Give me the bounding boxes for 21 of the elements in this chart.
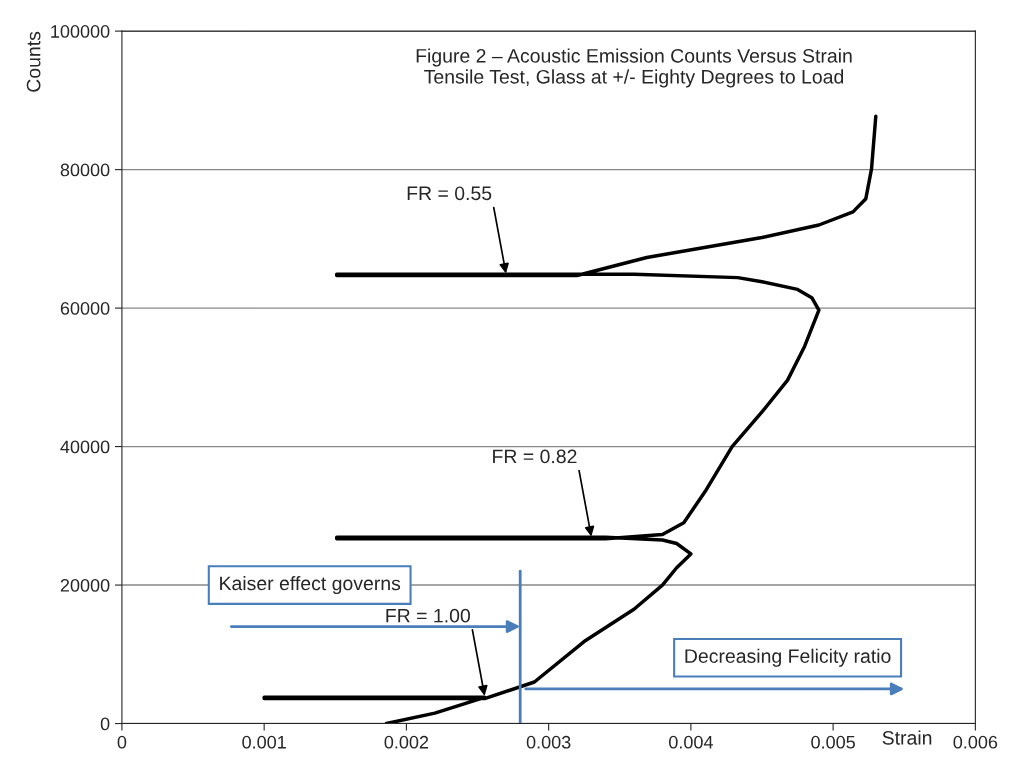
annotation: FR = 1.00 <box>386 608 470 623</box>
x-tick-label: 0.003 <box>526 735 571 749</box>
annotation: Decreasing Felicity ratio <box>685 648 891 667</box>
annotation: FR = 0.82 <box>493 449 577 464</box>
y-tick-label: 40000 <box>60 440 110 454</box>
annotation: FR = 0.55 <box>407 186 492 201</box>
x-tick-label: 0 <box>117 735 127 749</box>
x-tick-label: 0.001 <box>242 735 286 749</box>
y-tick-label: 100000 <box>51 25 110 38</box>
y-axis-title: Counts <box>26 31 41 92</box>
x-tick-label: 0.002 <box>384 735 429 749</box>
x-tick-label: 0.004 <box>669 735 713 749</box>
y-tick-label: 20000 <box>60 578 110 592</box>
text: Figure 2 – Acoustic Emission Counts Versus Strain Tensile Test, Glass at +/- Eighty Degrees to Load <box>416 48 852 88</box>
x-tick-label: 0.005 <box>811 735 855 749</box>
y-tick-label: 60000 <box>60 302 110 315</box>
x-tick-label: 0.006 <box>953 735 998 749</box>
y-tick-label: 80000 <box>60 163 110 177</box>
y-tick-label: 0 <box>100 717 110 731</box>
annotation: Kaiser effect governs <box>220 575 401 595</box>
x-axis-title: Strain <box>882 730 932 745</box>
